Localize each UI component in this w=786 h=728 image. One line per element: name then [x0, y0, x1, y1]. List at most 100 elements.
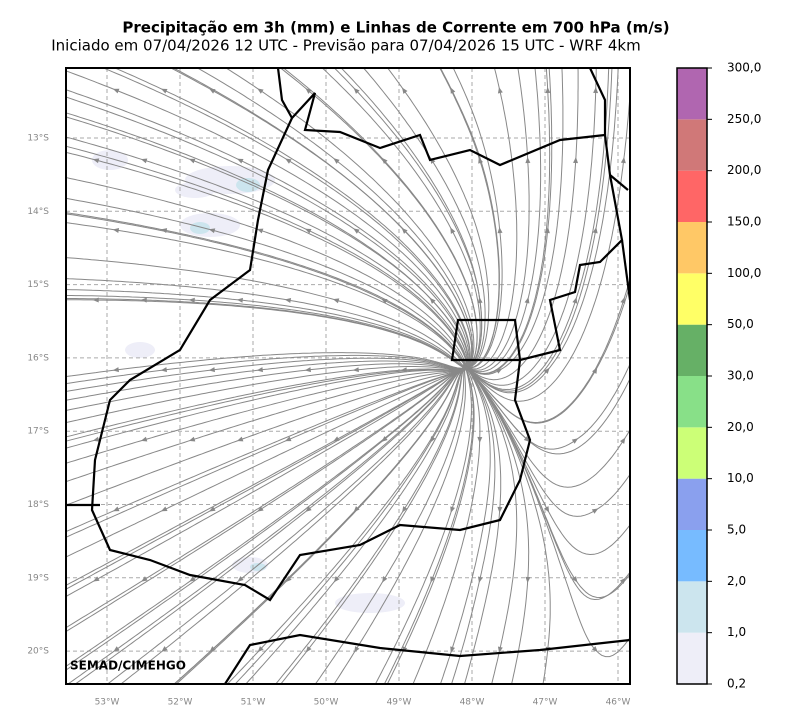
stream-arrow — [333, 436, 340, 442]
stream-arrow — [305, 88, 312, 94]
stream-arrow — [572, 297, 578, 304]
stream-arrow — [544, 227, 550, 234]
stream-arrow — [497, 506, 503, 513]
stream-arrow — [332, 298, 340, 304]
lat-label: 13°S — [27, 134, 49, 144]
stream-arrow — [430, 436, 436, 443]
stream-arrow — [571, 438, 579, 444]
lon-label: 52°W — [168, 698, 193, 708]
stream-arrow — [333, 158, 340, 164]
stream-arrow — [401, 87, 408, 94]
stream-arrow — [237, 158, 244, 164]
color-bin — [677, 376, 707, 428]
stream-arrow — [593, 87, 599, 94]
lat-label: 19°S — [27, 573, 49, 583]
stream-arrow — [256, 228, 264, 234]
stream-arrow — [113, 646, 120, 652]
stream-arrow — [592, 227, 598, 234]
stream-arrow — [141, 576, 148, 582]
stream-arrow — [477, 297, 483, 304]
stream-arrow — [545, 87, 551, 94]
colorbar-label: 10,0 — [727, 471, 754, 485]
stream-arrow — [478, 157, 483, 164]
stream-arrow — [401, 227, 408, 234]
stream-arrow — [112, 506, 120, 512]
borders — [66, 68, 630, 684]
stream-arrow — [448, 367, 455, 373]
colorbar-label: 50,0 — [727, 317, 754, 331]
stream-arrow — [591, 508, 599, 514]
stream-arrow — [188, 158, 196, 164]
stream-arrow — [619, 577, 626, 584]
stream-arrow — [353, 228, 360, 234]
lat-label: 20°S — [27, 647, 49, 657]
stream-arrow — [497, 646, 503, 653]
stream-arrow — [112, 88, 120, 94]
lat-label: 15°S — [27, 280, 49, 290]
colorbar-label: 300,0 — [727, 61, 761, 75]
stream-arrow — [352, 367, 359, 373]
stream-arrow — [285, 576, 292, 583]
stream-arrow — [525, 576, 531, 583]
stream-arrow — [161, 506, 168, 512]
stream-arrow — [140, 436, 148, 442]
streamline — [66, 364, 468, 597]
color-bin — [677, 632, 707, 684]
color-bin — [677, 273, 707, 325]
stream-arrow — [257, 646, 264, 653]
stream-arrow — [305, 228, 312, 234]
streamline — [66, 151, 468, 370]
stream-arrow — [257, 88, 264, 94]
map-area — [66, 68, 630, 684]
streamline — [464, 365, 630, 601]
stream-arrow — [571, 576, 578, 583]
colorbar-label: 20,0 — [727, 420, 754, 434]
lon-label: 48°W — [460, 698, 485, 708]
colorbar: 0,2 1,0 2,0 5,0 10,0 20,0 30,0 50,0 100,0 150,0 20… — [676, 61, 761, 691]
colorbar-label: 150,0 — [727, 215, 761, 229]
stream-arrow — [619, 437, 626, 444]
stream-arrow — [497, 227, 503, 234]
stream-arrow — [284, 298, 292, 303]
stream-arrow — [257, 506, 264, 512]
stream-arrow — [209, 506, 216, 512]
stream-arrow — [285, 158, 292, 164]
lat-label: 18°S — [27, 500, 49, 510]
streamline — [67, 364, 468, 684]
stream-arrow — [140, 158, 148, 164]
lon-label: 50°W — [314, 698, 339, 708]
credit: SEMAD/CIMEHGO — [70, 659, 186, 673]
colorbar-label: 0,2 — [727, 677, 746, 691]
stream-arrow — [381, 157, 388, 164]
colorbar-label: 30,0 — [727, 369, 754, 383]
stream-arrow — [140, 297, 147, 303]
stream-arrow — [237, 576, 244, 582]
color-bin — [677, 581, 707, 633]
stream-arrow — [304, 367, 311, 373]
stream-arrow — [112, 367, 120, 373]
stream-arrow — [93, 576, 100, 582]
stream-arrow — [112, 228, 120, 233]
stream-arrow — [92, 436, 100, 442]
subtitle: Iniciado em 07/04/2026 12 UTC - Previsão… — [51, 37, 640, 55]
colorbar-label: 5,0 — [727, 523, 746, 537]
color-bin — [677, 530, 707, 582]
title: Precipitação em 3h (mm) e Linhas de Corr… — [122, 19, 669, 37]
stream-arrow — [236, 436, 244, 442]
stream-arrow — [524, 297, 530, 304]
stream-arrow — [353, 506, 360, 513]
color-bin — [677, 427, 707, 479]
colorbar-label: 100,0 — [727, 266, 761, 280]
streamline — [66, 70, 470, 369]
color-bin — [677, 222, 707, 274]
stream-arrow — [256, 367, 263, 373]
stream-arrow — [381, 298, 388, 304]
colorbar-label: 200,0 — [727, 163, 761, 177]
stream-arrow — [305, 646, 312, 653]
color-bin — [677, 324, 707, 376]
stream-arrow — [189, 576, 196, 582]
lon-label: 46°W — [606, 698, 631, 708]
stream-arrow — [188, 297, 195, 303]
stream-arrow — [381, 436, 388, 442]
